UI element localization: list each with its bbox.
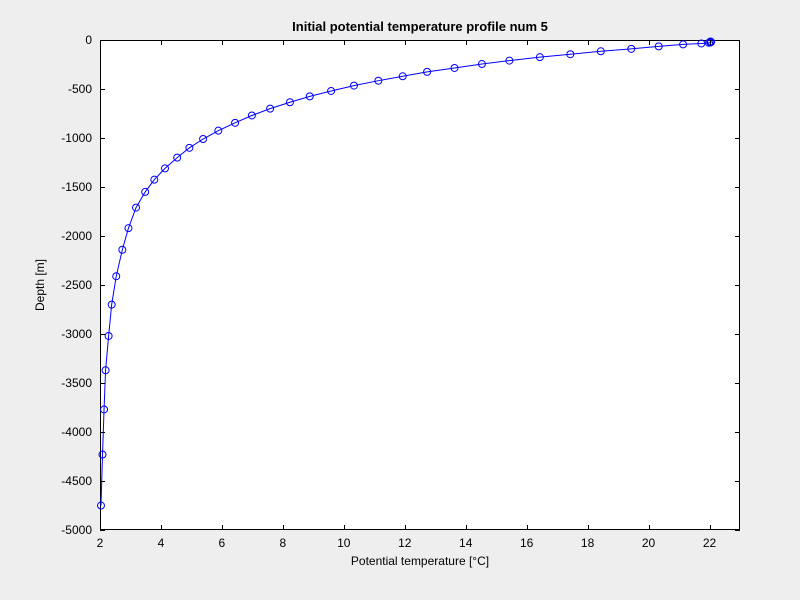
- y-tick-label: -3500: [61, 376, 92, 390]
- x-tick-label: 12: [398, 536, 411, 550]
- x-tick-label: 6: [219, 536, 226, 550]
- y-tick: [735, 40, 740, 41]
- y-tick: [100, 432, 105, 433]
- y-tick: [100, 530, 105, 531]
- x-tick: [710, 40, 711, 45]
- x-tick: [344, 525, 345, 530]
- y-axis-label: Depth [m]: [33, 259, 47, 311]
- y-tick: [100, 285, 105, 286]
- x-tick: [588, 40, 589, 45]
- x-tick: [649, 40, 650, 45]
- x-tick: [344, 40, 345, 45]
- y-tick: [100, 334, 105, 335]
- x-tick-label: 2: [97, 536, 104, 550]
- y-tick: [735, 530, 740, 531]
- y-tick: [735, 236, 740, 237]
- series-line: [101, 41, 711, 505]
- x-tick: [588, 525, 589, 530]
- y-tick-label: -500: [68, 82, 92, 96]
- y-tick-label: -5000: [61, 523, 92, 537]
- x-tick: [222, 525, 223, 530]
- x-tick: [405, 525, 406, 530]
- x-tick: [161, 525, 162, 530]
- x-tick: [283, 40, 284, 45]
- y-tick-label: -1000: [61, 131, 92, 145]
- x-tick-label: 10: [337, 536, 350, 550]
- x-tick: [527, 40, 528, 45]
- x-tick-label: 22: [703, 536, 716, 550]
- x-tick: [222, 40, 223, 45]
- y-tick: [735, 187, 740, 188]
- x-tick: [283, 525, 284, 530]
- x-tick: [405, 40, 406, 45]
- chart-svg: [101, 41, 741, 531]
- x-tick-label: 16: [520, 536, 533, 550]
- y-tick: [100, 138, 105, 139]
- y-tick: [100, 89, 105, 90]
- x-tick: [466, 525, 467, 530]
- y-tick-label: -2500: [61, 278, 92, 292]
- y-tick-label: -2000: [61, 229, 92, 243]
- x-tick-label: 4: [158, 536, 165, 550]
- y-tick: [100, 236, 105, 237]
- y-tick: [735, 481, 740, 482]
- x-tick: [161, 40, 162, 45]
- y-tick: [735, 432, 740, 433]
- x-tick: [710, 525, 711, 530]
- y-tick-label: -4000: [61, 425, 92, 439]
- y-tick-label: -3000: [61, 327, 92, 341]
- y-tick: [735, 89, 740, 90]
- y-tick: [100, 481, 105, 482]
- y-tick-label: -4500: [61, 474, 92, 488]
- chart-title: Initial potential temperature profile nu…: [292, 19, 548, 34]
- x-tick-label: 8: [280, 536, 287, 550]
- x-tick: [649, 525, 650, 530]
- x-tick-label: 14: [459, 536, 472, 550]
- x-axis-label: Potential temperature [°C]: [351, 554, 489, 568]
- y-tick-label: 0: [85, 33, 92, 47]
- y-tick: [100, 383, 105, 384]
- y-tick: [100, 40, 105, 41]
- y-tick: [735, 285, 740, 286]
- x-tick: [527, 525, 528, 530]
- y-tick: [735, 334, 740, 335]
- y-tick: [735, 383, 740, 384]
- plot-area: [100, 40, 740, 530]
- x-tick: [466, 40, 467, 45]
- y-tick: [735, 138, 740, 139]
- y-tick-label: -1500: [61, 180, 92, 194]
- figure: Initial potential temperature profile nu…: [0, 0, 800, 600]
- x-tick-label: 18: [581, 536, 594, 550]
- x-tick-label: 20: [642, 536, 655, 550]
- y-tick: [100, 187, 105, 188]
